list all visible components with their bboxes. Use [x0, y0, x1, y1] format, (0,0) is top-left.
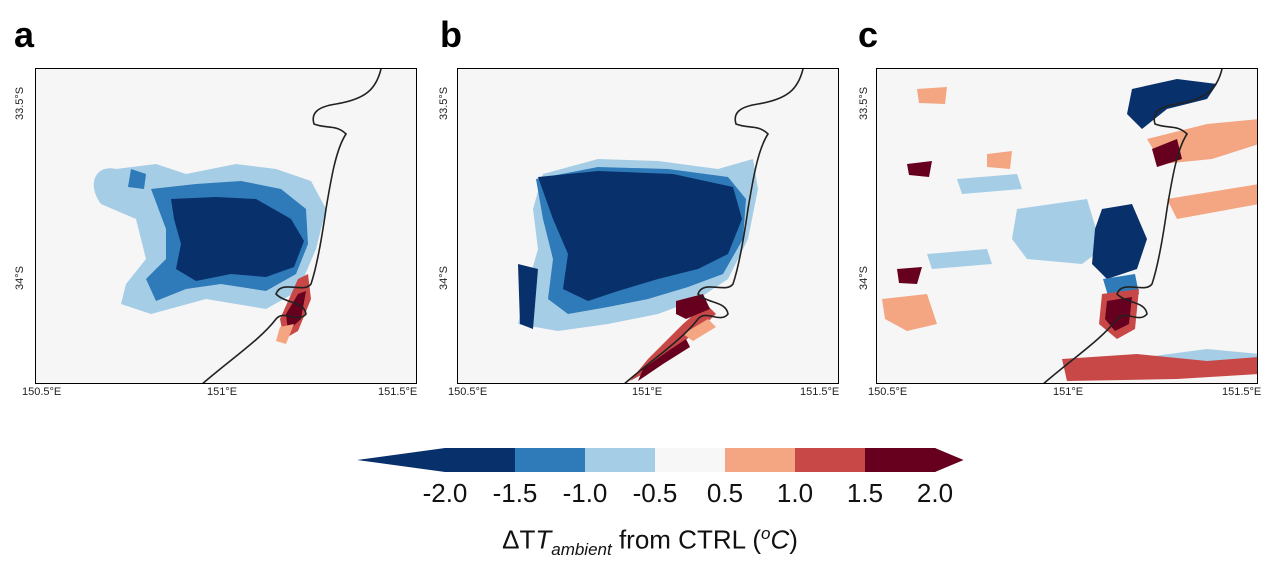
panel-a-cooling-strong [128, 169, 304, 281]
colorbar-tick-label: 1.0 [776, 478, 814, 508]
panel-b-ytick-0: 33.5°S [438, 86, 450, 120]
panel-a-xtick-1: 151°E [207, 386, 238, 398]
colorbar-title-mid: from CTRL ( [611, 524, 761, 555]
panel-b-ytick-1: 34°S [438, 266, 450, 290]
panel-c-map [876, 68, 1258, 384]
panel-a-letter: a [14, 14, 35, 55]
colorbar-bin-p1 [725, 448, 796, 472]
colorbar-bin-m15 [515, 448, 586, 472]
panel-b-field [518, 69, 804, 383]
panel-b-cooling-strong [518, 171, 742, 329]
colorbar-tick-label: -1.5 [492, 478, 538, 508]
panel-a-ytick-1: 34°S [14, 266, 26, 290]
panel-c-letter: c [858, 14, 879, 55]
colorbar-extend-min [357, 448, 445, 472]
panel-a-field [93, 69, 382, 383]
colorbar-title-prefix: ΔT [502, 524, 536, 555]
colorbar-tick-label: 2.0 [916, 478, 954, 508]
panel-a-xtick-0: 150.5°E [22, 386, 62, 398]
panel-c-cooling-strong [1092, 79, 1217, 299]
panel-b-coastline [624, 69, 804, 383]
panel-c-xtick-2: 151.5°E [1222, 386, 1262, 398]
panel-c-ytick-0: 33.5°S [858, 86, 870, 120]
colorbar-tick-label: -1.0 [562, 478, 608, 508]
colorbar-title: ΔTTambient from CTRL (oC) [502, 524, 798, 560]
panel-c-field [882, 69, 1257, 383]
panel-b-map [457, 68, 839, 384]
panel-c-ytick-1: 34°S [858, 266, 870, 290]
panel-c-xtick-0: 150.5°E [868, 386, 908, 398]
panel-b-letter: b [440, 14, 462, 55]
colorbar-extend-max [935, 448, 964, 472]
colorbar-bar [357, 448, 964, 472]
colorbar-bin-p15 [795, 448, 866, 472]
colorbar-bin-0 [655, 448, 726, 472]
panel-c-warming [882, 87, 1257, 381]
panel-c-xtick-1: 151°E [1053, 386, 1084, 398]
panel-b-xtick-0: 150.5°E [448, 386, 488, 398]
colorbar-bin-p2 [865, 448, 936, 472]
colorbar-title-end: ) [789, 524, 798, 555]
colorbar-title-sup: o [760, 524, 771, 543]
panel-a-ytick-0: 33.5°S [14, 86, 26, 120]
panel-b-xtick-1: 151°E [632, 386, 663, 398]
colorbar-tick-label: -2.0 [422, 478, 468, 508]
panel-a-warming [276, 274, 311, 344]
colorbar-bin-m2 [445, 448, 516, 472]
colorbar-title-sub: ambient [551, 539, 612, 559]
colorbar-title-sub-var: T [535, 524, 552, 555]
colorbar-bin-m1 [585, 448, 656, 472]
panel-a-map [35, 68, 417, 384]
panel-a-xtick-2: 151.5°E [378, 386, 418, 398]
panel-b-xtick-2: 151.5°E [800, 386, 840, 398]
colorbar-tick-label: 1.5 [846, 478, 884, 508]
colorbar-tick-label: -0.5 [632, 478, 678, 508]
colorbar-title-unit: C [770, 524, 790, 555]
colorbar: -2.0 -1.5 -1.0 -0.5 0.5 1.0 1.5 2.0 ΔTTambient … [330, 440, 970, 559]
panel-a-coastline [202, 69, 382, 383]
colorbar-tick-label: 0.5 [706, 478, 744, 508]
panel-c-coastline [1043, 69, 1223, 383]
